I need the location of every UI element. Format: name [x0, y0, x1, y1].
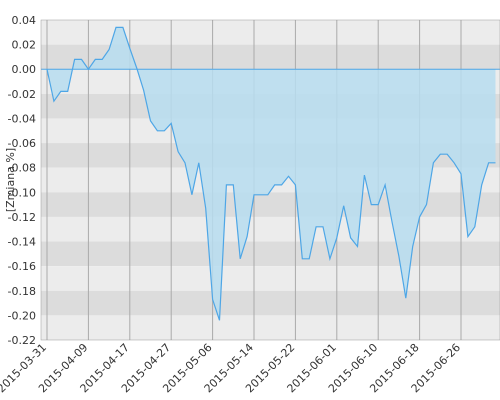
plot-border	[40, 19, 500, 341]
y-tick-label: 0.00	[12, 63, 37, 76]
band	[41, 290, 500, 316]
band	[41, 315, 500, 340]
y-tick-label: -0.14	[8, 236, 36, 249]
y-tick-label: -0.16	[8, 260, 36, 273]
y-tick-label: 0.04	[12, 14, 37, 27]
y-tick-label: -0.22	[8, 334, 36, 347]
band	[41, 192, 500, 217]
band	[41, 216, 500, 242]
y-tick-label: -0.06	[8, 137, 36, 150]
y-tick-label: -0.20	[8, 309, 36, 322]
band	[41, 266, 500, 291]
y-tick-label: -0.12	[8, 211, 36, 224]
y-tick-label: -0.08	[8, 162, 36, 175]
y-tick-label: 0.02	[12, 39, 37, 52]
area	[47, 27, 496, 321]
line	[46, 26, 496, 321]
band	[41, 241, 500, 267]
y-tick-label: -0.18	[8, 285, 36, 298]
y-tick-label: -0.02	[8, 88, 36, 101]
band	[41, 20, 500, 45]
y-axis-label: [Zmiana %]	[4, 148, 17, 212]
y-tick-label: -0.04	[8, 112, 36, 125]
y-tick-label: -0.10	[8, 186, 36, 199]
